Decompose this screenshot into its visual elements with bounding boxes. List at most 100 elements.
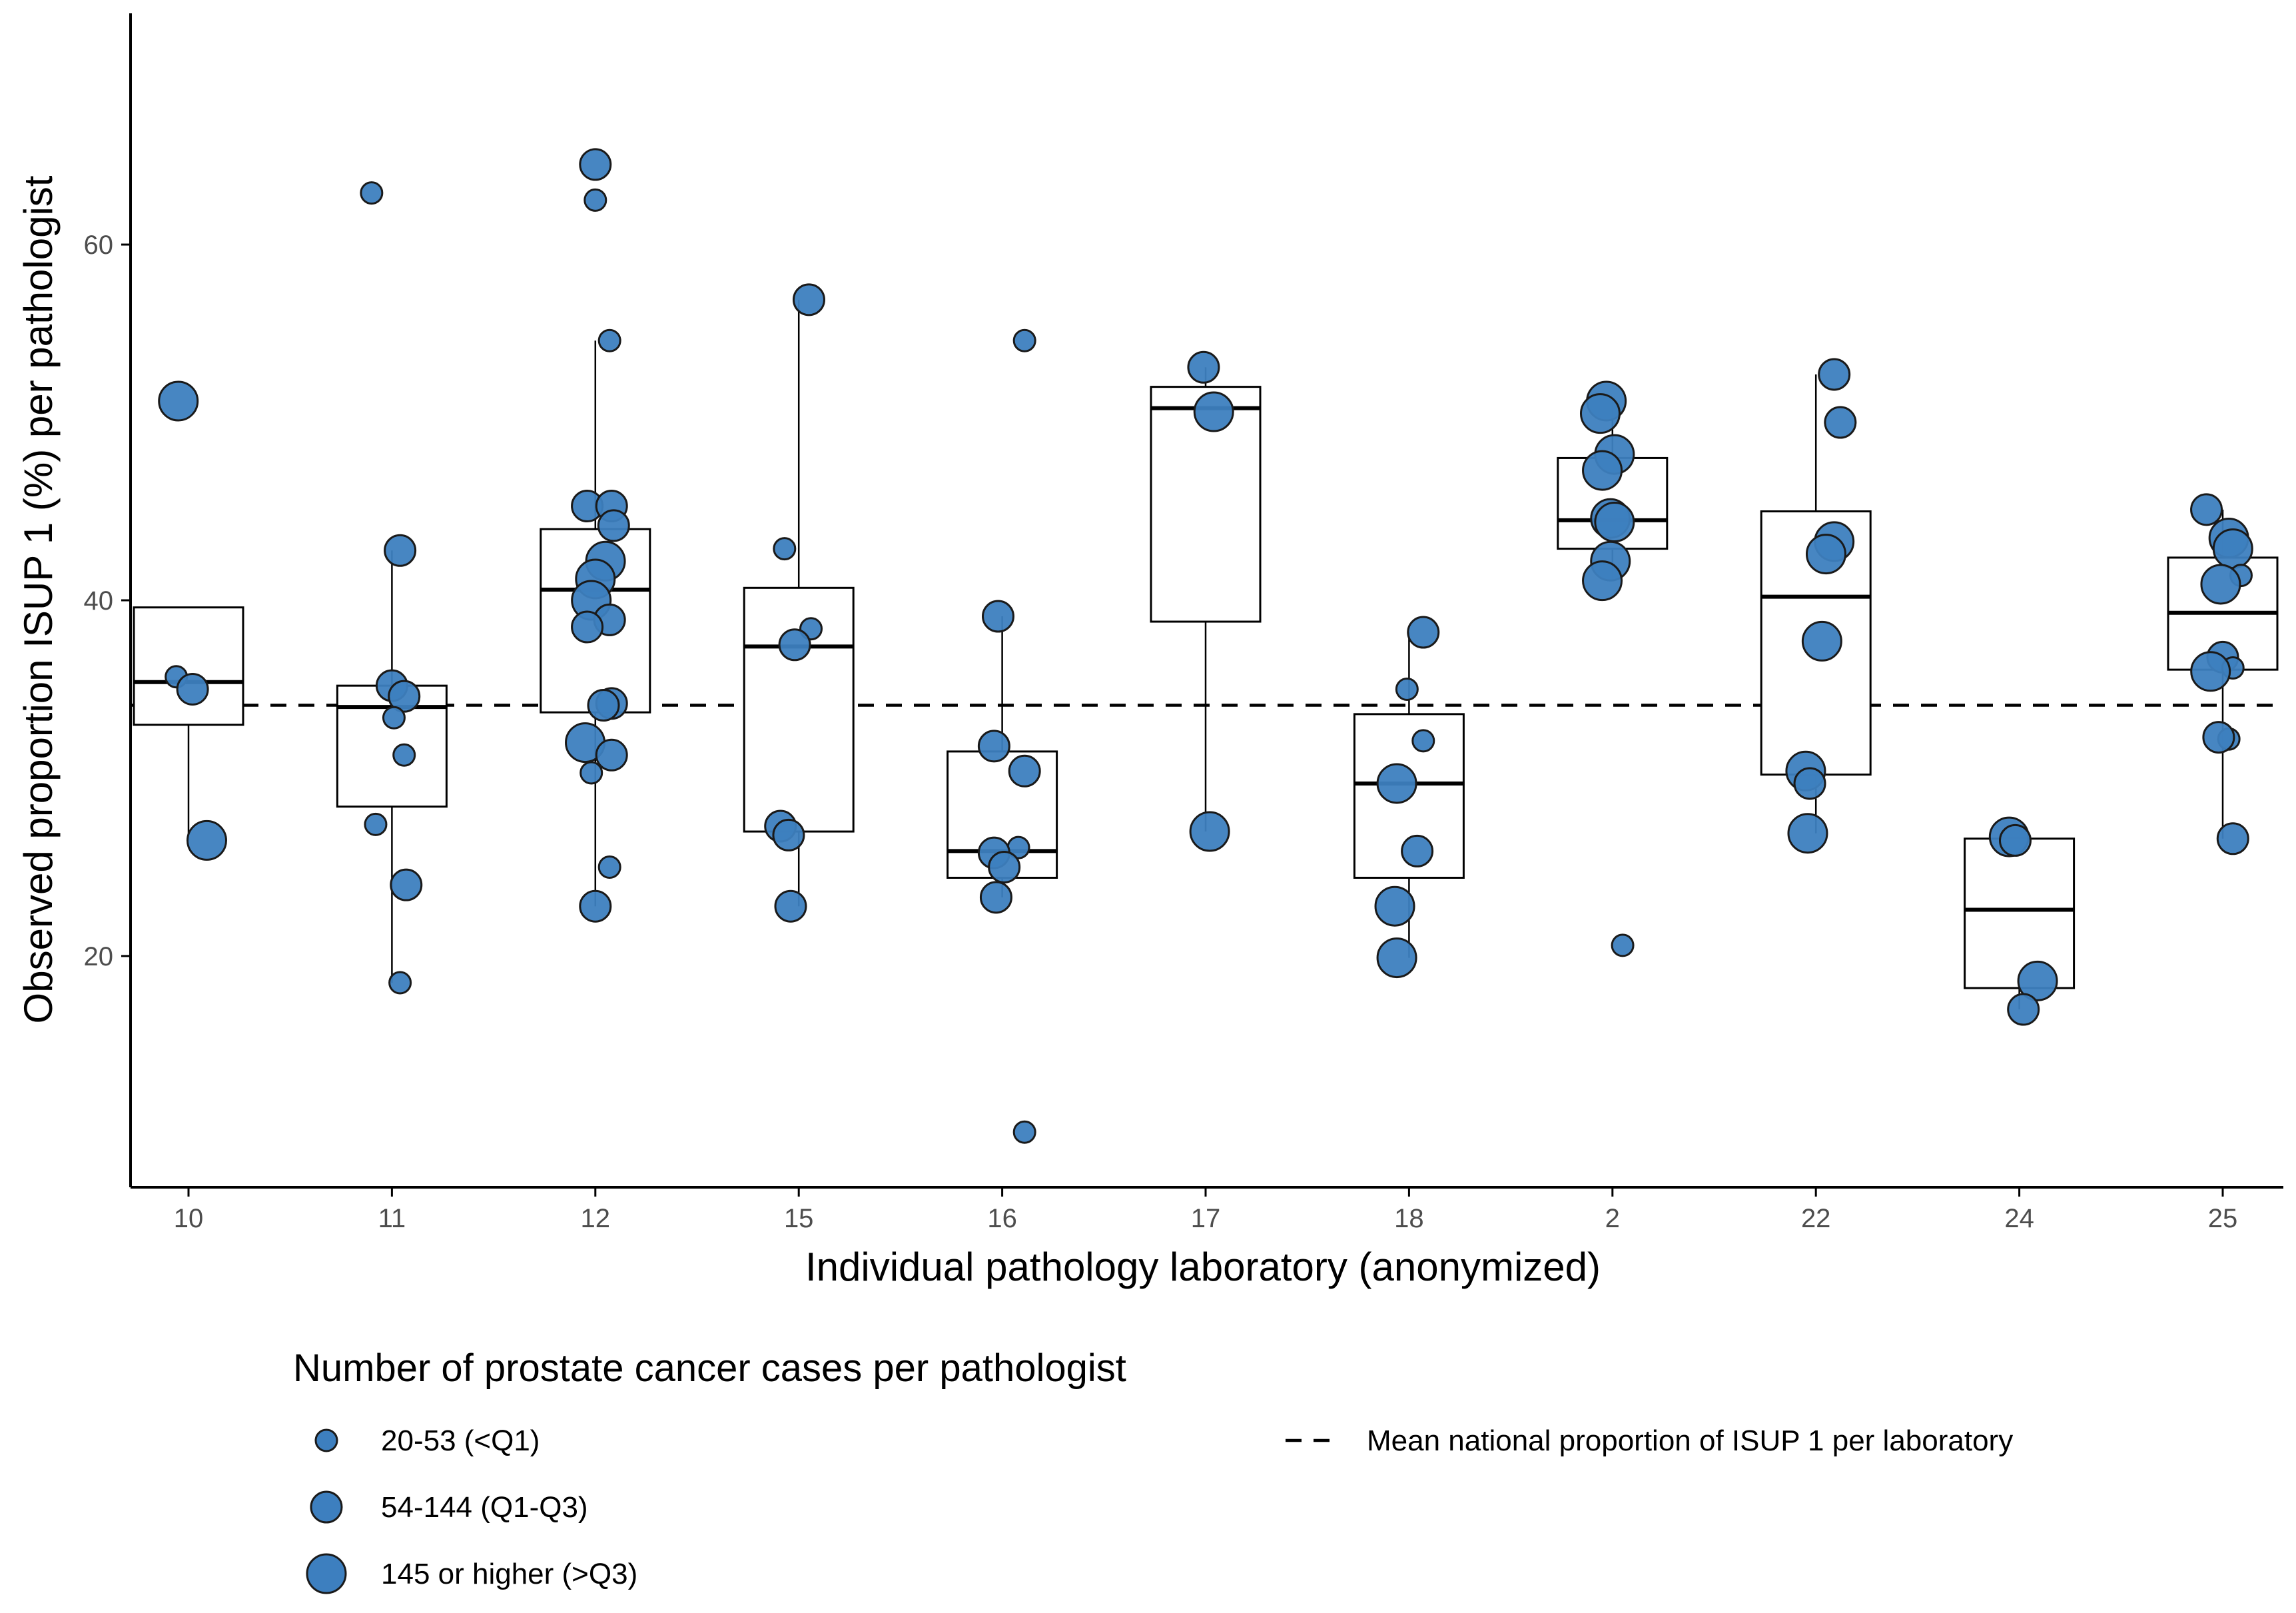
- x-tick-label: 17: [1191, 1204, 1221, 1233]
- x-tick-label: 16: [987, 1204, 1017, 1233]
- data-point: [1824, 406, 1857, 439]
- x-tick-label: 11: [378, 1204, 406, 1233]
- y-ticks: 20 40 60: [84, 231, 131, 971]
- x-ticks: 10111215161718222242527343536373940569: [174, 1187, 2238, 1233]
- box-iqr: [133, 606, 244, 726]
- data-point: [1411, 729, 1435, 753]
- data-point: [1395, 677, 1419, 701]
- x-tick-label: 10: [174, 1204, 204, 1233]
- data-point: [2017, 960, 2058, 1001]
- y-tick-label: 20: [84, 942, 114, 971]
- data-point: [1582, 450, 1623, 491]
- data-point: [981, 600, 1014, 633]
- legend: Number of prostate cancer cases per path…: [293, 1346, 2013, 1594]
- y-tick-label: 40: [84, 586, 114, 616]
- legend-title: Number of prostate cancer cases per path…: [293, 1346, 1126, 1390]
- data-point: [583, 188, 607, 212]
- data-point: [1012, 1120, 1036, 1144]
- x-tick-label: 24: [2004, 1204, 2034, 1233]
- data-point: [587, 689, 620, 722]
- data-point: [1787, 813, 1828, 854]
- data-point: [388, 971, 412, 995]
- data-point: [1187, 350, 1220, 384]
- data-point: [988, 850, 1021, 883]
- legend-label-large: 145 or higher (>Q3): [381, 1558, 637, 1590]
- x-tick-label: 12: [581, 1204, 611, 1233]
- box-lab-24: [1964, 837, 2076, 1010]
- data-point: [1374, 885, 1415, 927]
- legend-symbol-small: [314, 1428, 338, 1452]
- data-point: [597, 328, 621, 352]
- box-lab-11: [336, 550, 448, 983]
- data-point: [1582, 560, 1623, 602]
- legend-symbol-medium: [310, 1490, 343, 1524]
- point-layer: [158, 148, 2253, 1144]
- data-point: [1594, 502, 1635, 543]
- data-point: [176, 672, 209, 706]
- data-point: [1407, 616, 1440, 649]
- data-point: [778, 628, 811, 662]
- x-tick-label: 25: [2208, 1204, 2238, 1233]
- data-point: [1793, 767, 1826, 800]
- x-tick-label: 18: [1394, 1204, 1424, 1233]
- data-point: [2216, 822, 2249, 855]
- box-iqr: [1964, 837, 2076, 989]
- data-point: [1805, 534, 1846, 575]
- box-lab-15: [743, 299, 855, 907]
- data-point: [1376, 763, 1417, 804]
- data-point: [571, 610, 604, 644]
- data-point: [773, 537, 797, 561]
- x-tick-label: 2: [1605, 1204, 1620, 1233]
- data-point: [1579, 393, 1621, 434]
- data-point: [382, 706, 406, 730]
- data-point: [1193, 391, 1234, 432]
- data-point: [579, 889, 612, 923]
- data-point: [2200, 564, 2241, 605]
- box-lab-17: [1150, 367, 1262, 832]
- data-point: [1008, 754, 1041, 788]
- data-point: [597, 509, 630, 542]
- data-point: [1611, 933, 1635, 957]
- data-point: [1376, 937, 1417, 979]
- data-point: [579, 761, 603, 785]
- x-axis-title: Individual pathology laboratory (anonymi…: [805, 1245, 1601, 1289]
- data-point: [977, 730, 1010, 763]
- x-tick-label: 22: [1801, 1204, 1831, 1233]
- data-point: [1012, 328, 1036, 352]
- data-point: [364, 812, 388, 836]
- legend-mean-line-label: Mean national proportion of ISUP 1 per l…: [1367, 1424, 2013, 1457]
- data-point: [597, 855, 621, 879]
- data-point: [2190, 651, 2231, 692]
- data-point: [360, 181, 384, 205]
- data-point: [579, 148, 612, 181]
- legend-symbol-large: [306, 1553, 347, 1594]
- box-iqr: [743, 586, 855, 833]
- data-point: [1818, 358, 1851, 391]
- data-point: [2007, 993, 2040, 1026]
- y-tick-label: 60: [84, 231, 114, 260]
- box-lab-10: [133, 606, 244, 841]
- data-point: [384, 534, 417, 567]
- data-point: [772, 818, 805, 851]
- data-point: [392, 743, 416, 767]
- data-point: [595, 738, 628, 772]
- data-point: [186, 819, 227, 861]
- legend-label-medium: 54-144 (Q1-Q3): [381, 1491, 588, 1524]
- data-point: [388, 680, 421, 713]
- data-point: [1189, 811, 1230, 852]
- data-point: [792, 283, 825, 316]
- data-point: [390, 868, 423, 901]
- data-point: [1998, 823, 2032, 857]
- x-tick-label: 15: [784, 1204, 814, 1233]
- data-point: [1801, 620, 1842, 662]
- data-point: [158, 380, 199, 422]
- data-point: [2190, 493, 2223, 526]
- data-point: [979, 881, 1012, 914]
- legend-label-small: 20-53 (<Q1): [381, 1424, 540, 1457]
- data-point: [2212, 528, 2253, 570]
- data-point: [1401, 834, 1434, 867]
- data-point: [774, 889, 807, 923]
- y-axis-title: Observed proportion ISUP 1 (%) per patho…: [16, 175, 61, 1023]
